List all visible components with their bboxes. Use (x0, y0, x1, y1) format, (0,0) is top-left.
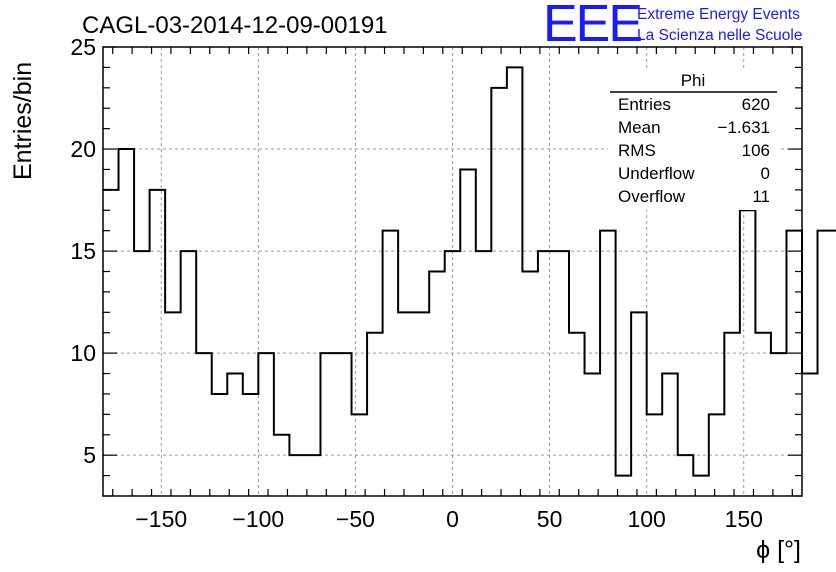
y-tick-label: 25 (70, 34, 96, 60)
histogram-bin (507, 67, 523, 496)
histogram-bin (414, 312, 430, 496)
histogram-bin (196, 353, 212, 496)
stats-box-title: Phi (681, 71, 706, 90)
stats-row-value: 11 (752, 187, 770, 206)
stats-row-label: Entries (618, 95, 671, 114)
histogram-bin (647, 414, 663, 496)
x-tick-label: 0 (446, 506, 459, 532)
histogram-bin (119, 149, 135, 496)
stats-row-label: Overflow (618, 187, 686, 206)
x-tick-label: −150 (135, 506, 187, 532)
histogram-bin (631, 312, 647, 496)
plot-frame (102, 46, 803, 497)
y-tick-label: 15 (70, 238, 96, 264)
y-tick-labels: 5 10 15 20 25 (70, 34, 96, 468)
histogram-bin (103, 190, 119, 496)
histogram-bin (165, 312, 181, 496)
histogram-bin (320, 353, 336, 496)
stats-rows: Entries 620 Mean −1.631 RMS 106 Underflow 0 Over… (618, 95, 770, 206)
histogram-bin (553, 251, 569, 496)
histogram-bin (227, 374, 243, 496)
histogram-bin (445, 251, 461, 496)
histogram-bin (491, 88, 507, 496)
histogram-bin (662, 374, 678, 496)
histogram-bin (538, 251, 554, 496)
x-tick-label: 100 (627, 506, 665, 532)
histogram-bin (429, 272, 445, 497)
histogram-bin (522, 272, 538, 497)
stats-row-value: −1.631 (718, 118, 770, 137)
x-tick-label: 50 (537, 506, 563, 532)
histogram-bin (786, 231, 802, 496)
histogram-bin (569, 333, 585, 496)
stats-row-label: Mean (618, 118, 661, 137)
histogram-bin (460, 169, 476, 496)
histogram-bin (289, 455, 305, 496)
histogram-bin (258, 353, 274, 496)
histogram-bin (693, 476, 709, 496)
logo-line-2: La Scienza nelle Scuole (637, 27, 802, 44)
y-tick-label: 10 (70, 340, 96, 366)
stats-row-value: 620 (742, 95, 770, 114)
histogram-bin (678, 455, 694, 496)
stats-row-label: RMS (618, 141, 656, 160)
x-tick-labels: −150 −100 −50 0 50 100 150 (135, 506, 763, 532)
histogram-bin (476, 251, 492, 496)
histogram-bin (616, 476, 632, 496)
histogram-bin (740, 210, 756, 496)
y-tick-label: 5 (83, 442, 96, 468)
histogram-bin (212, 394, 228, 496)
x-tick-label: −50 (336, 506, 375, 532)
histogram-bin (352, 414, 368, 496)
histogram-bin (585, 374, 601, 496)
histogram-bin (818, 231, 834, 496)
histogram-bin (336, 353, 352, 496)
histogram-bin (709, 414, 725, 496)
axis-ticks (103, 46, 802, 497)
histogram-bin (398, 312, 414, 496)
y-axis-title: Entries/bin (9, 62, 37, 180)
histogram-bin (383, 231, 399, 496)
histogram-bin (755, 333, 771, 496)
histogram-bin (243, 394, 259, 496)
histogram-bin (134, 251, 150, 496)
histogram-bin (771, 353, 787, 496)
stats-row-label: Underflow (618, 164, 695, 183)
histogram-outline (103, 66, 836, 477)
y-tick-label: 20 (70, 136, 96, 162)
eee-logo: EEE Extreme Energy Events La Scienza nel… (543, 0, 802, 53)
logo-line-1: Extreme Energy Events (637, 6, 800, 23)
histogram-bin (724, 333, 740, 496)
chart-title: CAGL-03-2014-12-09-00191 (82, 12, 388, 39)
x-tick-label: 150 (725, 506, 763, 532)
stats-box: Phi Entries 620 Mean −1.631 RMS 106 Underflow 0… (608, 68, 778, 210)
stats-row-value: 106 (742, 141, 770, 160)
histogram-bin (150, 190, 166, 496)
histogram-bins (103, 66, 836, 497)
histogram-bin (600, 231, 616, 496)
histogram-bin (802, 374, 818, 496)
histogram-bin (367, 333, 383, 496)
x-tick-label: −100 (232, 506, 284, 532)
stats-row-value: 0 (761, 164, 770, 183)
histogram-bin (274, 435, 290, 496)
histogram-bin (305, 455, 321, 496)
x-axis-title: ϕ [°] (756, 536, 801, 564)
logo-mark: EEE (543, 0, 641, 53)
histogram-bin (181, 251, 197, 496)
